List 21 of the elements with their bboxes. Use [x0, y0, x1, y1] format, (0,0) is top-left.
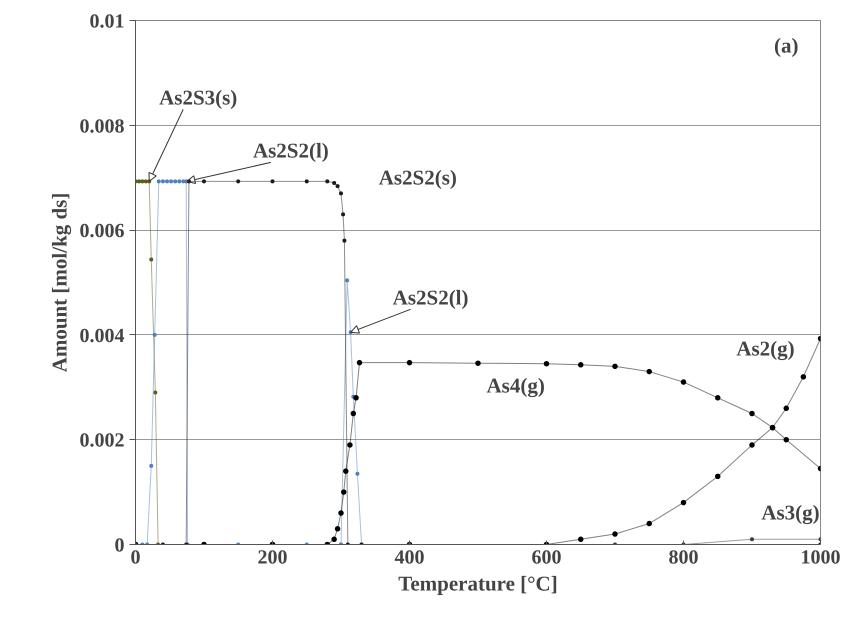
annotation: As2S2(s) — [378, 165, 457, 190]
x-axis-title: Temperature [°C] — [398, 572, 558, 596]
annotation: As2S3(s) — [159, 85, 238, 110]
x-tick-label: 200 — [258, 546, 288, 568]
annotation: (a) — [774, 34, 799, 58]
annotation: As2S2(l) — [392, 285, 469, 310]
x-tick-label: 1000 — [800, 546, 840, 568]
annotation: As4(g) — [486, 374, 545, 398]
x-tick-label: 800 — [668, 546, 698, 568]
x-tick-label: 600 — [532, 546, 562, 568]
y-tick-label: 0.002 — [80, 430, 124, 452]
y-axis-title: Amount [mol/kg ds] — [48, 192, 72, 372]
annotation: As2(g) — [736, 336, 795, 361]
y-tick-label: 0.008 — [80, 115, 124, 138]
y-tick-label: 0.004 — [80, 324, 124, 347]
annotation: As3(g) — [761, 500, 820, 524]
y-tick-label: 0.01 — [90, 10, 124, 32]
y-tick-label: 0.006 — [80, 220, 124, 242]
x-tick-label: 400 — [394, 546, 424, 568]
x-tick-label: 0 — [130, 546, 140, 568]
annotation: As2S2(l) — [252, 138, 329, 162]
